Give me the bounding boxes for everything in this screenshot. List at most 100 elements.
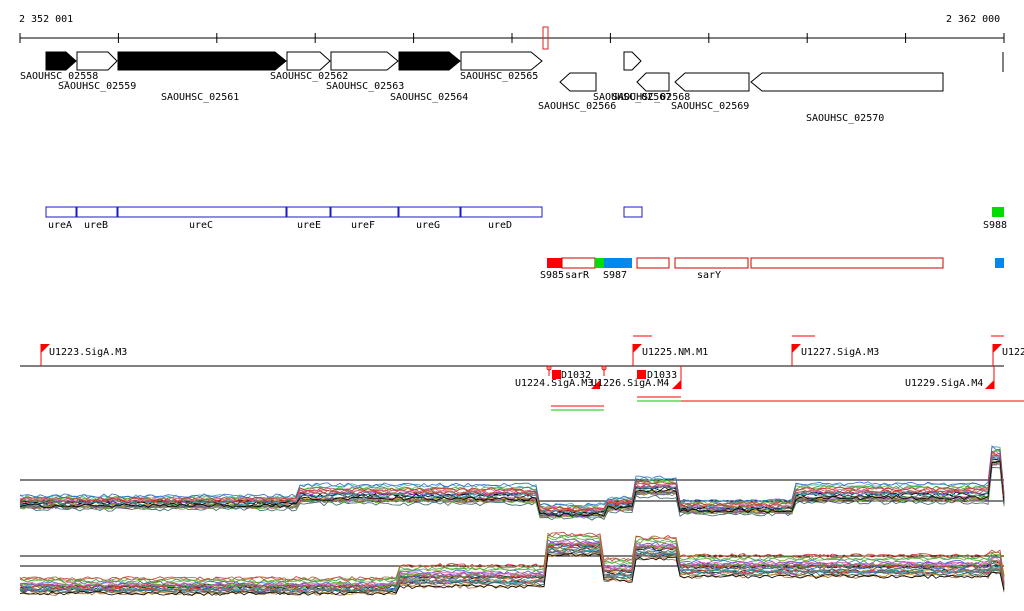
promoter-label: U1227.SigA.M3 [801,347,879,358]
expression-profiles [19,445,1005,521]
expression-track-top [19,445,1005,521]
operon-label-ureD: ureD [488,220,512,231]
gene-arrow[interactable] [674,72,750,92]
operon-unlabeled[interactable] [623,206,643,218]
gene-SAOUHSC_02564[interactable]: SAOUHSC_02564 [390,51,468,103]
operon-ureE[interactable] [286,206,331,218]
gene-arrow[interactable] [117,51,287,71]
operon-label-ureC: ureC [189,220,213,231]
gene-SAOUHSC_02562[interactable]: SAOUHSC_02562 [270,51,348,82]
gene-label: SAOUHSC_02568 [612,92,690,103]
operon-ureF[interactable] [330,206,399,218]
operon-label-ureG: ureG [416,220,440,231]
gene-arrow[interactable] [286,51,331,71]
terminator-marker[interactable] [637,370,646,379]
gene-arrow[interactable] [460,51,543,71]
promoter-label: U122 [1002,347,1024,358]
expression-profile [19,462,1005,519]
gene-arrow[interactable] [750,72,944,92]
promoter-U1224[interactable]: U1224.SigA.M3 [515,378,600,389]
terminator-marker[interactable] [552,370,561,379]
gene-label: SAOUHSC_02563 [326,81,404,92]
feature-outline-2[interactable] [750,257,944,269]
gene-label: SAOUHSC_02559 [58,81,136,92]
gene-label: SAOUHSC_02570 [806,113,884,124]
gene-arrow[interactable] [330,51,399,71]
promoter-flag[interactable] [993,344,1002,353]
feature-track: S985 sarR S987 sarY [540,257,1004,281]
promoter-U1227[interactable]: U1227.SigA.M3 [791,335,879,366]
terminator-label: D1033 [647,370,677,381]
gene-label: SAOUHSC_02561 [161,92,239,103]
operon-label-ureB: ureB [84,220,108,231]
gene-SAOUHSC_02558[interactable]: SAOUHSC_02558 [20,51,98,82]
feature-S988-green[interactable] [992,207,1004,217]
promoter-U1228[interactable]: U122 [991,335,1024,366]
promoter-U1226[interactable]: U1226.SigA.M4 [591,366,682,389]
gene-arrow[interactable] [398,51,461,71]
expression-profile [19,553,1005,596]
ruler-ticks [19,33,1005,43]
gene-SAOUHSC_02561[interactable]: SAOUHSC_02561 [117,51,287,103]
operon-ureA[interactable] [45,206,77,218]
terminator-D1032[interactable]: D1032 [546,365,607,381]
gene-arrow[interactable] [623,51,642,71]
gene-label: SAOUHSC_02558 [20,71,98,82]
gene-SAOUHSC_02570[interactable]: SAOUHSC_02570 [750,72,944,124]
feature-outline-1[interactable] [636,257,670,269]
promoter-flag[interactable] [672,380,681,389]
terminator-knob [546,365,552,371]
feature-sarY[interactable] [674,257,749,269]
promoter-label: U1229.SigA.M4 [905,378,983,389]
gene-label: SAOUHSC_02569 [671,101,749,112]
operon-ureD[interactable] [460,206,543,218]
feature-S985[interactable] [547,258,562,268]
expression-profile [19,543,1005,590]
promoter-label: U1226.SigA.M4 [591,378,669,389]
gene-arrow[interactable] [76,51,118,71]
operon-ureB[interactable] [76,206,118,218]
promoter-label: U1225.NM.M1 [642,347,708,358]
feature-label-S987: S987 [603,270,627,281]
promoter-flag[interactable] [41,344,50,353]
expression-profile [19,450,1005,511]
gene-SAOUHSC_02566[interactable]: SAOUHSC_02566 [538,72,616,112]
feature-sarR[interactable] [561,257,596,269]
gene-SAOUHSC_02567[interactable]: SAOUHSC_02567 [593,51,671,103]
gene-label: SAOUHSC_02562 [270,71,348,82]
terminator-D1033[interactable]: D1033 [637,370,677,381]
gene-arrow[interactable] [636,72,670,92]
operon-track [45,206,643,218]
expression-profile [19,450,1005,511]
position-marker[interactable] [542,26,549,50]
promoter-flag[interactable] [591,380,600,389]
promoter-flag[interactable] [792,344,801,353]
expression-profiles [19,531,1005,596]
promoter-flag[interactable] [633,344,642,353]
gene-SAOUHSC_02565[interactable]: SAOUHSC_02565 [460,51,543,82]
promoter-flag[interactable] [985,380,994,389]
promoter-U1223[interactable]: U1223.SigA.M3 [40,344,127,366]
gene-SAOUHSC_02559[interactable]: SAOUHSC_02559 [58,51,136,92]
operon-ureG[interactable] [398,206,461,218]
expression-profile [19,550,1005,595]
gene-arrow[interactable] [559,72,597,92]
promoter-label: U1223.SigA.M3 [49,347,127,358]
gene-SAOUHSC_02568[interactable]: SAOUHSC_02568 [612,72,690,103]
promoter-U1229[interactable]: U1229.SigA.M4 [905,366,995,389]
gene-SAOUHSC_02563[interactable]: SAOUHSC_02563 [326,51,404,92]
operon-ureC[interactable] [117,206,287,218]
feature-blue-end[interactable] [995,258,1004,268]
promoter-U1225[interactable]: U1225.NM.M1 [632,335,708,366]
start-coordinate: 2 352 001 [19,14,73,25]
feature-S987-green[interactable] [595,258,604,268]
operon-label-ureA: ureA [48,220,72,231]
expression-profile [19,460,1005,518]
end-coordinate: 2 362 000 [946,14,1000,25]
gene-SAOUHSC_02569[interactable]: SAOUHSC_02569 [671,72,750,112]
gene-label: SAOUHSC_02567 [593,92,671,103]
gene-arrow[interactable] [45,51,77,71]
gene-track: SAOUHSC_02558 SAOUHSC_02559 SAOUHSC_0256… [20,51,1004,124]
feature-S987[interactable] [604,258,632,268]
